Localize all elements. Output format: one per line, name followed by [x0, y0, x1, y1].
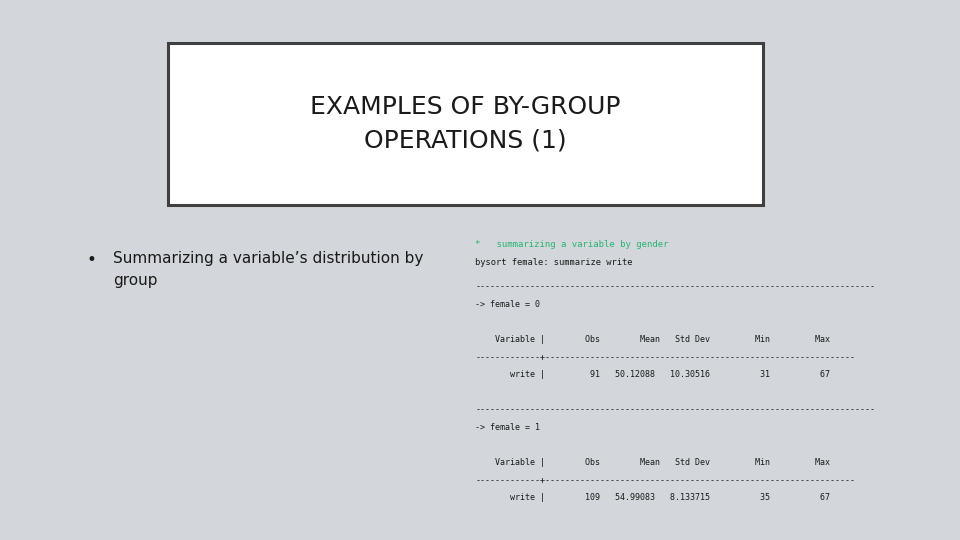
Text: -> female = 0: -> female = 0: [475, 300, 540, 309]
Text: --------------------------------------------------------------------------------: ----------------------------------------…: [475, 282, 876, 291]
Text: •: •: [86, 251, 96, 269]
Text: -------------+--------------------------------------------------------------: -------------+--------------------------…: [475, 353, 855, 362]
Text: EXAMPLES OF BY-GROUP
OPERATIONS (1): EXAMPLES OF BY-GROUP OPERATIONS (1): [310, 96, 621, 153]
FancyBboxPatch shape: [168, 43, 763, 205]
Text: Summarizing a variable’s distribution by
group: Summarizing a variable’s distribution by…: [113, 251, 423, 288]
Text: write |        109   54.99083   8.133715          35          67: write | 109 54.99083 8.133715 35 67: [475, 493, 830, 502]
Text: *   summarizing a variable by gender: * summarizing a variable by gender: [475, 240, 669, 249]
Text: bysort female: summarize write: bysort female: summarize write: [475, 258, 633, 267]
Text: -------------+--------------------------------------------------------------: -------------+--------------------------…: [475, 476, 855, 485]
Text: Variable |        Obs        Mean   Std Dev         Min         Max: Variable | Obs Mean Std Dev Min Max: [475, 458, 830, 467]
Text: write |         91   50.12088   10.30516          31          67: write | 91 50.12088 10.30516 31 67: [475, 370, 830, 379]
Text: -> female = 1: -> female = 1: [475, 423, 540, 432]
Text: --------------------------------------------------------------------------------: ----------------------------------------…: [475, 406, 876, 414]
Text: Variable |        Obs        Mean   Std Dev         Min         Max: Variable | Obs Mean Std Dev Min Max: [475, 335, 830, 344]
